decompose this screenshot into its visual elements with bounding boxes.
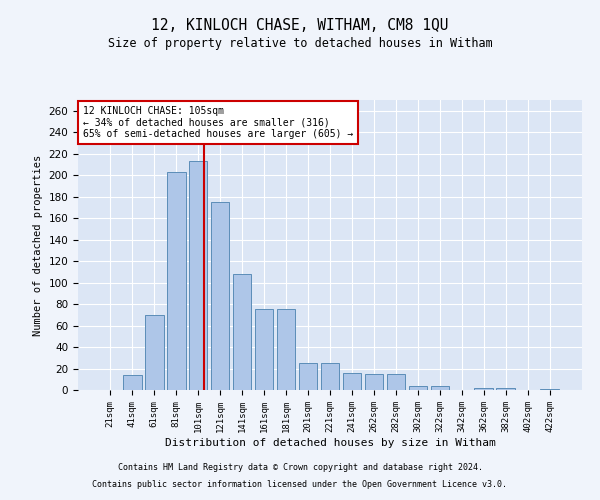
Bar (255, 310, 274, 390)
Bar (409, 386, 427, 390)
Text: Size of property relative to detached houses in Witham: Size of property relative to detached ho… (107, 38, 493, 51)
Bar (211, 202, 229, 390)
Bar (431, 386, 449, 390)
Text: Contains public sector information licensed under the Open Government Licence v3: Contains public sector information licen… (92, 480, 508, 489)
Bar (167, 172, 185, 390)
Bar (496, 388, 515, 390)
X-axis label: Distribution of detached houses by size in Witham: Distribution of detached houses by size … (164, 438, 496, 448)
Bar (386, 374, 405, 390)
Bar (145, 315, 164, 390)
Bar (320, 363, 340, 390)
Bar (343, 373, 361, 390)
Text: 12 KINLOCH CHASE: 105sqm
← 34% of detached houses are smaller (316)
65% of semi-: 12 KINLOCH CHASE: 105sqm ← 34% of detach… (83, 106, 353, 139)
Bar (277, 310, 295, 390)
Bar (233, 274, 251, 390)
Text: 12, KINLOCH CHASE, WITHAM, CM8 1QU: 12, KINLOCH CHASE, WITHAM, CM8 1QU (151, 18, 449, 32)
Text: Contains HM Land Registry data © Crown copyright and database right 2024.: Contains HM Land Registry data © Crown c… (118, 464, 482, 472)
Bar (365, 374, 383, 390)
Bar (123, 375, 142, 390)
Bar (541, 389, 559, 390)
Bar (189, 161, 208, 390)
Y-axis label: Number of detached properties: Number of detached properties (33, 154, 43, 336)
Bar (299, 363, 317, 390)
Bar (475, 388, 493, 390)
